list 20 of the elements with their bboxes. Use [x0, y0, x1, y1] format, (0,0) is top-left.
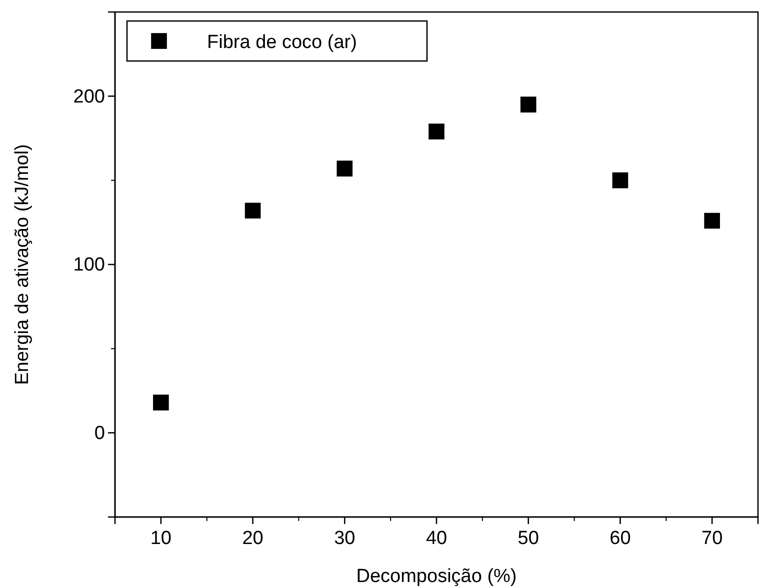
y-axis-title: Energia de ativação (kJ/mol): [12, 144, 33, 385]
x-tick-label: 20: [242, 528, 264, 550]
x-axis-title: Decomposição (%): [356, 566, 517, 587]
point: [336, 160, 353, 176]
point: [520, 96, 536, 112]
y-tick-label: 100: [73, 254, 105, 276]
point: [612, 172, 628, 188]
point: [704, 212, 720, 229]
y-tick-label: 200: [73, 86, 105, 108]
x-tick-label: 10: [150, 528, 172, 550]
x-tick-label: 30: [334, 528, 356, 550]
x-tick-label: 50: [518, 528, 539, 550]
x-tick-label: 60: [610, 528, 631, 550]
point: [244, 202, 261, 219]
x-tick-label: 40: [426, 528, 448, 550]
x-tick-label: 70: [702, 528, 723, 550]
point: [428, 124, 444, 140]
legend-label: Fibra de coco (ar): [207, 32, 357, 53]
point: [153, 394, 169, 410]
y-tick-label: 0: [94, 422, 105, 444]
